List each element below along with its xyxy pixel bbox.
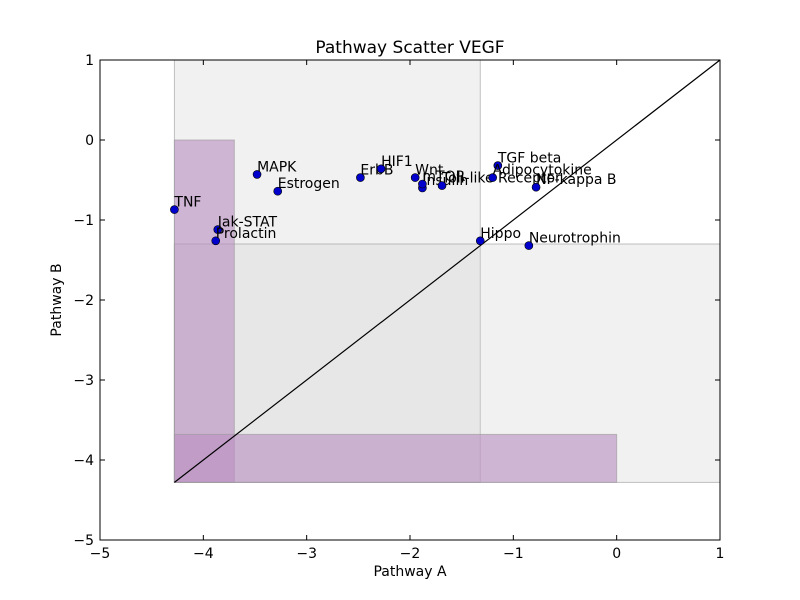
point-marker: [252, 170, 262, 179]
point-label: Hippo: [480, 226, 521, 242]
point-label: Toll-like Receptor: [441, 171, 561, 187]
y-tick-label: 1: [85, 53, 94, 69]
point-label: MAPK: [257, 159, 297, 175]
point-marker: [211, 236, 221, 246]
point-marker: [213, 225, 223, 234]
point-label: NF-kappa B: [536, 172, 616, 188]
point-label: Insulin: [422, 173, 468, 189]
point-marker: [531, 182, 541, 192]
y-axis-ticks: −5 −4 −3 −2 −1 0 1: [73, 53, 720, 549]
point-marker: [418, 179, 427, 189]
y-axis-label: Pathway B: [49, 263, 65, 336]
y-tick-label: −2: [73, 293, 94, 309]
diagonal-reference-line: [174, 59, 721, 483]
point-marker: [524, 241, 534, 250]
point-label: Prolactin: [216, 226, 277, 242]
x-tick-label: −4: [193, 546, 214, 562]
y-tick-label: 0: [85, 133, 94, 149]
y-tick-label: −5: [73, 533, 94, 549]
point-label: Neurotrophin: [529, 231, 621, 247]
point-marker: [356, 173, 365, 182]
point-marker: [475, 236, 485, 246]
x-tick-label: −3: [296, 546, 317, 562]
point-label: TGF beta: [497, 151, 561, 167]
point-marker: [410, 173, 420, 182]
point-label: Adipocytokine: [493, 163, 592, 179]
point-label: TNF: [173, 195, 201, 211]
shaded-region-2: [173, 139, 235, 483]
point-marker: [273, 186, 283, 196]
shaded-region-3: [173, 433, 618, 483]
x-tick-label: −5: [90, 546, 111, 562]
x-tick-label: −2: [400, 546, 421, 562]
chart-title: Pathway Scatter VEGF: [315, 38, 504, 58]
point-label: Wnt: [415, 163, 444, 179]
point-marker: [376, 164, 386, 174]
point-marker: [170, 205, 179, 214]
point-label: Jak-STAT: [217, 215, 278, 231]
x-tick-label: 1: [716, 546, 725, 562]
point-label: HIF1: [381, 154, 413, 170]
x-axis-label: Pathway A: [373, 564, 447, 580]
point-marker: [437, 181, 447, 190]
y-tick-label: −1: [73, 213, 94, 229]
x-tick-label: −1: [503, 546, 524, 562]
y-tick-label: −4: [73, 453, 94, 469]
point-label: mTOR: [422, 169, 465, 185]
x-axis-ticks: −5 −4 −3 −2 −1 0 1: [90, 60, 725, 562]
point-label: ErbB: [360, 163, 393, 179]
x-tick-label: 0: [612, 546, 621, 562]
y-tick-label: −3: [73, 373, 94, 389]
point-marker: [488, 173, 497, 182]
shaded-regions: [173, 59, 721, 483]
point-marker: [493, 161, 503, 170]
point-label: Estrogen: [278, 176, 340, 192]
